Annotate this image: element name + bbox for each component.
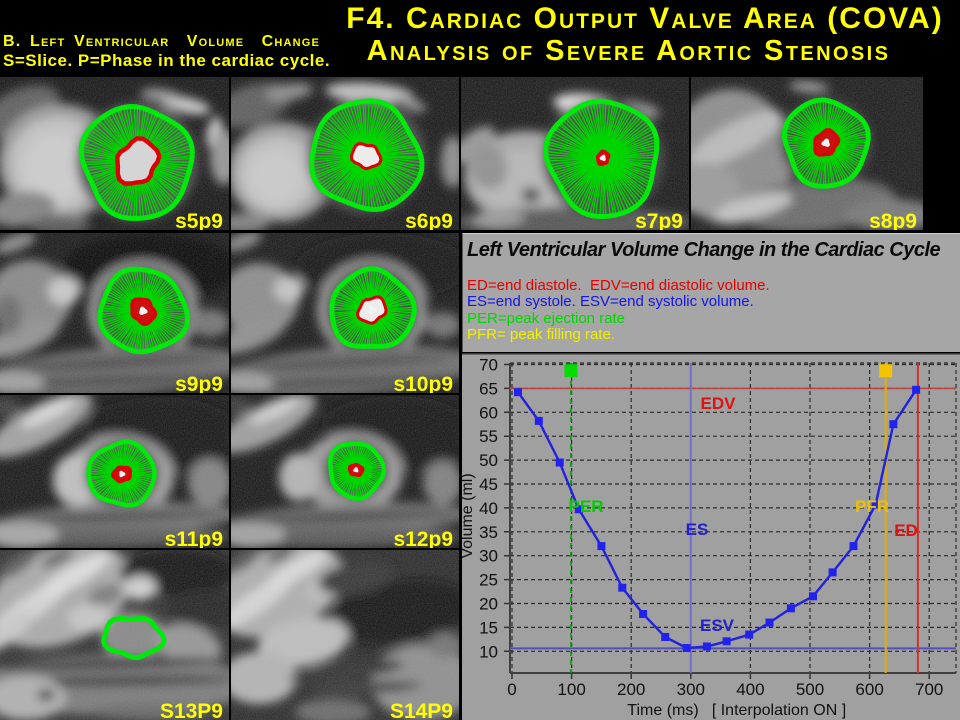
svg-text:15: 15 — [479, 618, 498, 637]
svg-text:400: 400 — [736, 680, 764, 699]
svg-text:100: 100 — [557, 680, 585, 699]
svg-text:45: 45 — [479, 475, 498, 494]
svg-text:ED: ED — [894, 521, 918, 540]
svg-text:10: 10 — [479, 642, 498, 661]
svg-text:35: 35 — [479, 523, 498, 542]
svg-text:PER: PER — [569, 497, 604, 516]
svg-text:s8p9: s8p9 — [869, 210, 917, 230]
svg-text:65: 65 — [479, 379, 498, 398]
svg-text:s11p9: s11p9 — [165, 528, 223, 548]
svg-text:s10p9: s10p9 — [393, 373, 453, 393]
svg-text:700: 700 — [915, 680, 943, 699]
svg-text:500: 500 — [796, 680, 824, 699]
svg-text:PFR: PFR — [855, 497, 889, 516]
svg-text:60: 60 — [479, 403, 498, 422]
svg-text:[ Interpolation ON ]: [ Interpolation ON ] — [712, 702, 846, 719]
svg-text:55: 55 — [479, 427, 498, 446]
svg-text:S13P9: S13P9 — [160, 700, 223, 720]
svg-text:s12p9: s12p9 — [393, 528, 453, 548]
svg-text:300: 300 — [677, 680, 705, 699]
svg-text:S14P9: S14P9 — [390, 700, 453, 720]
svg-text:50: 50 — [479, 451, 498, 470]
svg-text:200: 200 — [617, 680, 645, 699]
svg-text:30: 30 — [479, 547, 498, 566]
svg-text:70: 70 — [479, 356, 498, 375]
svg-text:Time (ms): Time (ms) — [627, 702, 698, 719]
svg-text:EDV: EDV — [701, 394, 737, 413]
svg-text:40: 40 — [479, 499, 498, 518]
svg-text:s5p9: s5p9 — [175, 210, 223, 230]
svg-text:s9p9: s9p9 — [175, 373, 223, 393]
svg-text:0: 0 — [507, 680, 516, 699]
svg-text:ES: ES — [686, 520, 709, 539]
svg-text:s7p9: s7p9 — [635, 210, 683, 230]
svg-text:ESV: ESV — [700, 616, 735, 635]
svg-text:s6p9: s6p9 — [405, 210, 453, 230]
svg-text:Volume (ml): Volume (ml) — [462, 473, 476, 558]
svg-text:20: 20 — [479, 595, 498, 614]
svg-text:25: 25 — [479, 571, 498, 590]
svg-text:600: 600 — [855, 680, 883, 699]
